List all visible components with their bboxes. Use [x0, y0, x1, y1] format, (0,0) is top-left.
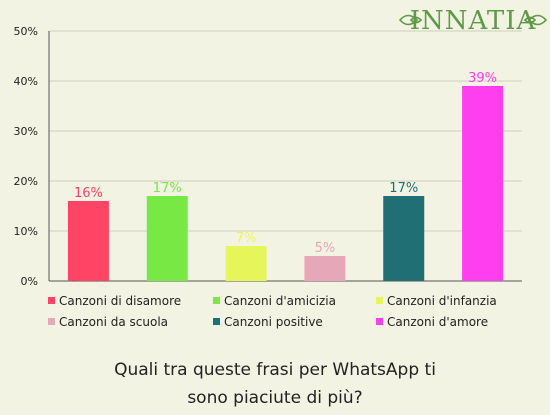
legend-label: Canzoni d'amore — [387, 315, 489, 329]
y-tick-label: 10% — [14, 225, 38, 238]
legend-label: Canzoni positive — [224, 315, 323, 329]
data-label: 5% — [315, 241, 336, 256]
legend-item: Canzoni positive — [213, 315, 323, 329]
legend-label: Canzoni di disamore — [59, 294, 182, 308]
bar-chart: 0% 10% 20% 30% 40% 50% 16% 17% 7% 5% 17% 39% — [14, 25, 522, 288]
bar — [67, 201, 109, 281]
y-tick-label: 20% — [14, 175, 38, 188]
legend-swatch — [213, 297, 220, 304]
legend-swatch — [48, 318, 55, 325]
legend-swatch — [376, 297, 383, 304]
svg-text:INNATIA: INNATIA — [410, 6, 537, 36]
legend-item: Canzoni d'amicizia — [213, 294, 336, 308]
legend-item: Canzoni di disamore — [48, 294, 181, 308]
caption-line-2: sono piaciute di più? — [187, 388, 363, 408]
bar — [304, 256, 346, 281]
bar — [462, 86, 504, 281]
y-tick-label: 40% — [14, 75, 38, 88]
y-tick-label: 0% — [21, 275, 38, 288]
data-label: 17% — [389, 181, 418, 196]
bar — [383, 196, 425, 281]
data-label: 39% — [468, 71, 497, 86]
bar — [146, 196, 188, 281]
legend-swatch — [48, 297, 55, 304]
data-label: 17% — [153, 181, 182, 196]
legend-item: Canzoni da scuola — [48, 315, 168, 329]
bar — [225, 246, 267, 281]
legend-label: Canzoni d'infanzia — [387, 294, 497, 308]
legend-label: Canzoni d'amicizia — [224, 294, 336, 308]
chart-caption: Quali tra queste frasi per WhatsApp ti s… — [0, 356, 550, 412]
legend-label: Canzoni da scuola — [59, 315, 169, 329]
legend-item: Canzoni d'amore — [376, 315, 488, 329]
legend-item: Canzoni d'infanzia — [376, 294, 497, 308]
y-tick-label: 30% — [14, 125, 38, 138]
legend-swatch — [376, 318, 383, 325]
data-label: 16% — [74, 186, 103, 201]
innatia-logo: INNATIA — [398, 6, 548, 36]
y-tick-label: 50% — [14, 25, 38, 38]
caption-line-1: Quali tra queste frasi per WhatsApp ti — [114, 360, 436, 380]
data-label: 7% — [236, 231, 257, 246]
legend-swatch — [213, 318, 220, 325]
